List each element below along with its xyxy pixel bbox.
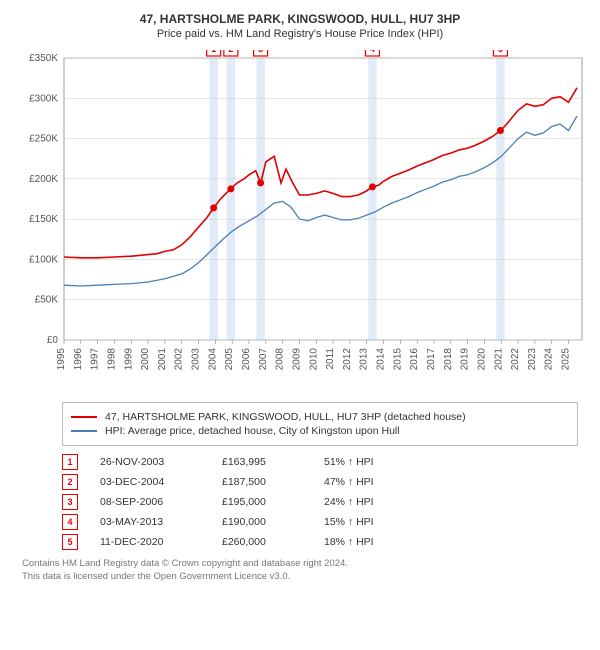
legend-label: 47, HARTSHOLME PARK, KINGSWOOD, HULL, HU… (105, 411, 466, 423)
sales-hpi: 18% ↑ HPI (324, 536, 414, 548)
svg-text:1998: 1998 (106, 348, 117, 371)
svg-text:2017: 2017 (426, 348, 437, 371)
svg-text:2000: 2000 (140, 348, 151, 371)
sales-price: £163,995 (222, 456, 302, 468)
svg-text:2014: 2014 (376, 348, 387, 371)
footer-line1: Contains HM Land Registry data © Crown c… (22, 558, 578, 571)
svg-text:1997: 1997 (90, 348, 101, 371)
svg-text:2: 2 (228, 50, 233, 54)
svg-text:2019: 2019 (460, 348, 471, 371)
footer: Contains HM Land Registry data © Crown c… (22, 558, 578, 584)
svg-text:2002: 2002 (174, 348, 185, 371)
sales-row: 4 03-MAY-2013 £190,000 15% ↑ HPI (62, 514, 578, 530)
legend-item: 47, HARTSHOLME PARK, KINGSWOOD, HULL, HU… (71, 411, 569, 423)
chart-area: £0 £50K £100K £150K £200K £250K £300K £350K 1995… (12, 50, 588, 390)
svg-text:2018: 2018 (443, 348, 454, 371)
svg-text:2025: 2025 (561, 348, 572, 371)
sales-marker: 1 (62, 454, 78, 470)
sales-price: £260,000 (222, 536, 302, 548)
sales-date: 08-SEP-2006 (100, 496, 200, 508)
svg-text:£250K: £250K (29, 134, 58, 145)
svg-text:2015: 2015 (392, 348, 403, 371)
svg-text:2020: 2020 (476, 348, 487, 371)
sales-hpi: 51% ↑ HPI (324, 456, 414, 468)
sales-hpi: 15% ↑ HPI (324, 516, 414, 528)
svg-text:1: 1 (211, 50, 216, 54)
svg-text:£350K: £350K (29, 53, 58, 64)
sales-row: 2 03-DEC-2004 £187,500 47% ↑ HPI (62, 474, 578, 490)
legend-item: HPI: Average price, detached house, City… (71, 425, 569, 437)
svg-text:2016: 2016 (409, 348, 420, 371)
sales-table: 1 26-NOV-2003 £163,995 51% ↑ HPI 2 03-DEC-200… (62, 454, 578, 550)
svg-text:1996: 1996 (73, 348, 84, 371)
chart-title: 47, HARTSHOLME PARK, KINGSWOOD, HULL, HU… (12, 12, 588, 26)
footer-line2: This data is licensed under the Open Gov… (22, 571, 578, 584)
sales-marker: 5 (62, 534, 78, 550)
svg-text:2022: 2022 (510, 348, 521, 371)
svg-text:2006: 2006 (241, 348, 252, 371)
svg-text:1999: 1999 (123, 348, 134, 371)
sales-marker: 2 (62, 474, 78, 490)
sales-marker: 3 (62, 494, 78, 510)
svg-text:£0: £0 (47, 335, 59, 346)
svg-text:2005: 2005 (224, 348, 235, 371)
sales-row: 1 26-NOV-2003 £163,995 51% ↑ HPI (62, 454, 578, 470)
svg-text:2003: 2003 (191, 348, 202, 371)
svg-text:2024: 2024 (544, 348, 555, 371)
legend-label: HPI: Average price, detached house, City… (105, 425, 400, 437)
svg-text:2009: 2009 (291, 348, 302, 371)
svg-text:2008: 2008 (275, 348, 286, 371)
legend-swatch (71, 416, 97, 418)
svg-text:£50K: £50K (35, 295, 59, 306)
svg-text:2021: 2021 (493, 348, 504, 371)
svg-text:2023: 2023 (527, 348, 538, 371)
svg-text:2012: 2012 (342, 348, 353, 371)
sales-date: 11-DEC-2020 (100, 536, 200, 548)
svg-text:2001: 2001 (157, 348, 168, 371)
sales-price: £195,000 (222, 496, 302, 508)
sales-marker: 4 (62, 514, 78, 530)
svg-text:£150K: £150K (29, 214, 58, 225)
sales-hpi: 24% ↑ HPI (324, 496, 414, 508)
sales-hpi: 47% ↑ HPI (324, 476, 414, 488)
chart-subtitle: Price paid vs. HM Land Registry's House … (12, 28, 588, 40)
sales-price: £190,000 (222, 516, 302, 528)
chart-svg: £0 £50K £100K £150K £200K £250K £300K £350K 1995… (12, 50, 588, 390)
svg-text:4: 4 (370, 50, 375, 54)
sales-date: 03-DEC-2004 (100, 476, 200, 488)
svg-text:2013: 2013 (359, 348, 370, 371)
sales-row: 3 08-SEP-2006 £195,000 24% ↑ HPI (62, 494, 578, 510)
svg-text:5: 5 (498, 50, 503, 54)
svg-text:£200K: £200K (29, 174, 58, 185)
svg-text:2007: 2007 (258, 348, 269, 371)
svg-text:1995: 1995 (56, 348, 67, 371)
sales-date: 03-MAY-2013 (100, 516, 200, 528)
legend: 47, HARTSHOLME PARK, KINGSWOOD, HULL, HU… (62, 402, 578, 446)
legend-swatch (71, 430, 97, 432)
svg-text:2011: 2011 (325, 348, 336, 370)
sales-row: 5 11-DEC-2020 £260,000 18% ↑ HPI (62, 534, 578, 550)
svg-text:£300K: £300K (29, 93, 58, 104)
svg-text:3: 3 (258, 50, 263, 54)
svg-text:2004: 2004 (207, 348, 218, 371)
svg-text:£100K: £100K (29, 254, 58, 265)
sales-date: 26-NOV-2003 (100, 456, 200, 468)
sales-price: £187,500 (222, 476, 302, 488)
svg-text:2010: 2010 (308, 348, 319, 371)
